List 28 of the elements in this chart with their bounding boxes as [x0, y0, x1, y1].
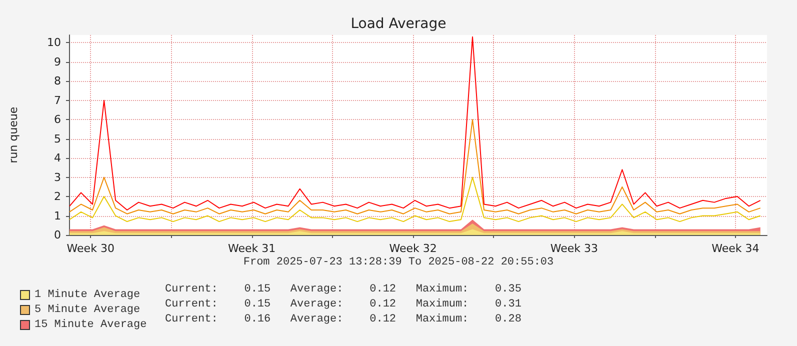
y-tick-label: 6 [54, 113, 61, 126]
y-tick-label: 2 [54, 190, 61, 204]
y-tick-label: 4 [54, 152, 61, 165]
text: Current: 0.15 Average: 0.12 Maximum: 0.31 [165, 298, 522, 310]
y-tick-label: 10 [47, 36, 61, 50]
x-tick-label: Week 30 [66, 242, 114, 255]
line-series [69, 36, 761, 210]
text: Current: 0.16 Average: 0.12 Maximum: 0.28 [165, 314, 522, 326]
y-tick-label: 0 [54, 228, 61, 242]
y-tick-label: 3 [54, 170, 61, 184]
legend-label: 15 Minute Average [34, 319, 147, 331]
x-tick-label: Week 34 [712, 242, 760, 255]
line-series [69, 176, 761, 222]
x-tick-label: Week 31 [228, 242, 276, 255]
text: From 2025-07-23 13:28:39 To 2025-08-22 20:55:03 [243, 256, 554, 268]
y-tick-label: 1 [54, 209, 61, 222]
legend-label: 1 Minute Average [34, 289, 140, 301]
line-series [69, 119, 761, 214]
x-tick-label: Week 32 [389, 242, 437, 255]
x-tick-label: Week 33 [550, 242, 598, 255]
y-tick-label: 5 [54, 132, 61, 146]
y-tick-label: 9 [54, 55, 61, 68]
legend-label: 5 Minute Average [34, 304, 140, 316]
text: Current: 0.15 Average: 0.12 Maximum: 0.35 [165, 284, 522, 296]
y-axis-title: run queue [7, 106, 20, 164]
y-tick-label: 7 [54, 94, 61, 107]
y-tick-label: 8 [54, 74, 61, 88]
chart-title: Load Average [350, 16, 446, 32]
